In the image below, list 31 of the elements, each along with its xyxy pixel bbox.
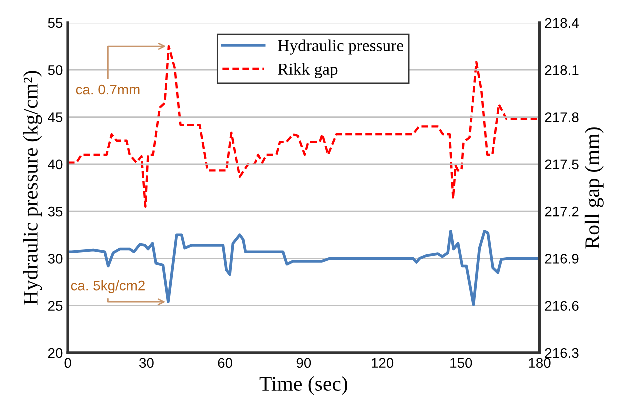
x-tick-label: 0 [64,358,72,368]
y2-tick-label: 217.2 [545,206,579,217]
y-tick-label: 30 [48,254,63,264]
x-tick-label: 120 [372,358,394,368]
x-tick-label: 90 [296,358,312,368]
line-series [68,230,540,306]
annotation: ca. 5kg/cm2 [71,280,145,294]
x-tick-label: 150 [450,358,472,368]
x-tick-label: 60 [218,358,232,368]
y-tick-label: 20 [48,348,63,358]
y2-tick-label: 216.3 [545,348,579,358]
y2-axis-title: Roll gap (mm) [584,128,604,249]
y-tick-label: 25 [48,301,63,312]
y-tick-label: 50 [48,65,63,76]
y2-tick-label: 216.9 [545,254,579,264]
x-tick-label: 30 [140,358,154,368]
legend-label: Rikk gap [278,63,338,78]
y-axis-title: Hydraulic pressure (kg/cm²) [23,71,42,306]
annotation: ca. 0.7mm [76,84,140,95]
y-tick-label: 55 [48,18,63,28]
y2-tick-label: 216.6 [545,301,579,312]
y2-tick-label: 217.5 [545,160,579,170]
y-tick-label: 45 [48,112,63,122]
y2-tick-label: 217.8 [545,112,579,122]
legend-label: Hydraulic pressure [278,40,404,55]
y2-tick-label: 218.4 [545,18,579,28]
x-tick-label: 180 [529,358,551,368]
y-tick-label: 40 [48,160,63,170]
y-tick-label: 35 [48,206,63,217]
x-axis-title: Time (sec) [260,376,348,396]
y2-tick-label: 218.1 [545,65,579,76]
